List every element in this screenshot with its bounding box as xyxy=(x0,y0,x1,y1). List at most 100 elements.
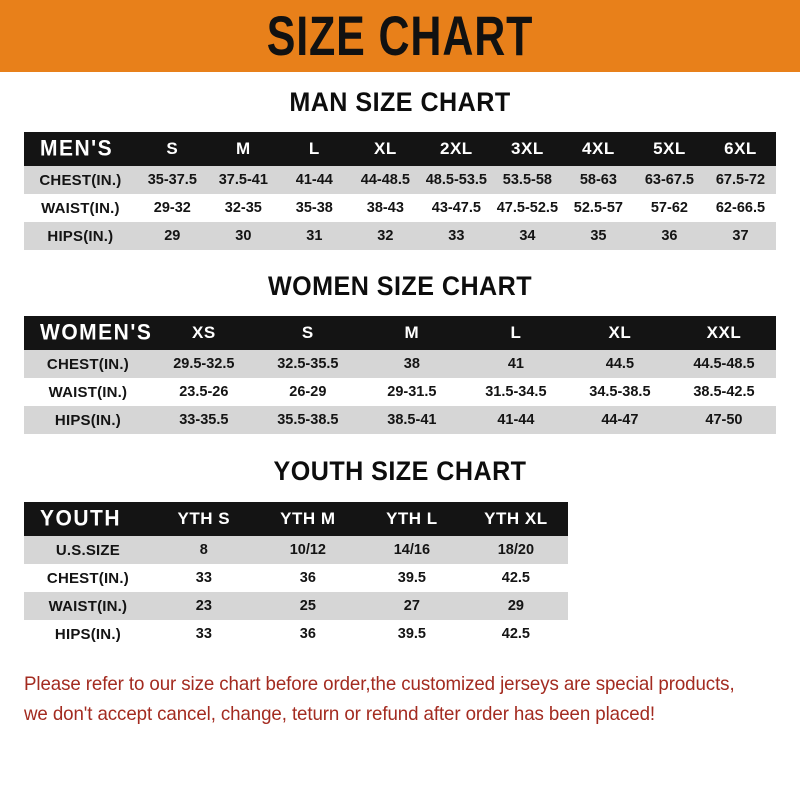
table-youth-header-spacer xyxy=(567,502,672,536)
table-women-row-label: WAIST(IN.) xyxy=(24,378,152,406)
table-cell: 35 xyxy=(562,222,634,250)
table-man-column-header: 3XL xyxy=(511,139,544,158)
table-man-column-header: 2XL xyxy=(440,139,473,158)
table-cell-spacer xyxy=(671,620,776,648)
table-cell: 47-50 xyxy=(671,406,776,434)
table-youth-row-label: HIPS(IN.) xyxy=(24,620,152,648)
table-man-row-label: WAIST(IN.) xyxy=(24,194,137,222)
table-man-column-header: M xyxy=(235,139,251,158)
table-cell: 35-37.5 xyxy=(136,166,208,194)
table-women-column-header: XXL xyxy=(706,323,742,342)
footer-note: Please refer to our size chart before or… xyxy=(0,670,800,729)
table-man-column-header: L xyxy=(308,139,320,158)
table-cell: 32 xyxy=(349,222,421,250)
table-youth-row-label: U.S.SIZE xyxy=(24,536,152,564)
table-women-row-label: HIPS(IN.) xyxy=(24,406,152,434)
table-cell: 43-47.5 xyxy=(420,194,492,222)
table-cell: 57-62 xyxy=(633,194,705,222)
table-cell: 38.5-42.5 xyxy=(671,378,776,406)
table-youth-column-header: YTH XL xyxy=(484,509,548,528)
table-cell: 23 xyxy=(151,592,256,620)
table-women-column-header: XS xyxy=(191,323,216,342)
table-row: HIPS(IN.) 33-35.5 35.5-38.5 38.5-41 41-44 44-… xyxy=(24,406,776,434)
table-cell: 27 xyxy=(359,592,464,620)
table-row: HIPS(IN.) 33 36 39.5 42.5 xyxy=(24,620,776,648)
table-man-head: MEN'S S M L XL 2XL 3XL 4XL 5XL 6XL xyxy=(24,132,776,166)
table-cell: 58-63 xyxy=(562,166,634,194)
section-title-youth: YOUTH SIZE CHART xyxy=(273,456,527,486)
table-row: CHEST(IN.) 35-37.5 37.5-41 41-44 44-48.5 48.5… xyxy=(24,166,776,194)
table-man: MEN'S S M L XL 2XL 3XL 4XL 5XL 6XL CHEST(IN.) 35-3… xyxy=(24,132,776,250)
table-cell: 38-43 xyxy=(349,194,421,222)
table-women-body: CHEST(IN.) 29.5-32.5 32.5-35.5 38 41 44.5 44.5… xyxy=(24,350,776,434)
table-cell: 47.5-52.5 xyxy=(491,194,563,222)
table-cell: 39.5 xyxy=(359,620,464,648)
table-cell: 48.5-53.5 xyxy=(420,166,492,194)
table-youth-column-header: YTH S xyxy=(177,509,231,528)
table-youth-row-label: WAIST(IN.) xyxy=(24,592,152,620)
table-cell: 14/16 xyxy=(359,536,464,564)
table-cell: 37.5-41 xyxy=(207,166,279,194)
table-women-header-row: WOMEN'S XS S M L XL XXL xyxy=(24,316,776,350)
table-cell: 33 xyxy=(151,620,256,648)
table-row: WAIST(IN.) 23 25 27 29 xyxy=(24,592,776,620)
table-row: WAIST(IN.) 29-32 32-35 35-38 38-43 43-47.5 47.… xyxy=(24,194,776,222)
footer-note-line-1: Please refer to our size chart before or… xyxy=(24,673,735,695)
table-man-header-row: MEN'S S M L XL 2XL 3XL 4XL 5XL 6XL xyxy=(24,132,776,166)
table-cell: 36 xyxy=(255,620,360,648)
table-youth-column-header: YTH M xyxy=(280,509,336,528)
table-cell-spacer xyxy=(567,620,672,648)
table-cell: 23.5-26 xyxy=(151,378,256,406)
table-cell: 41 xyxy=(463,350,568,378)
table-cell: 44.5 xyxy=(567,350,672,378)
section-title-man: MAN SIZE CHART xyxy=(289,87,511,117)
table-women-column-header: L xyxy=(510,323,522,342)
table-cell: 32-35 xyxy=(207,194,279,222)
table-women-column-header: S xyxy=(301,323,314,342)
table-man-column-header: S xyxy=(166,139,179,158)
page-title: SIZE CHART xyxy=(266,4,534,68)
table-cell: 35.5-38.5 xyxy=(255,406,360,434)
table-cell: 38 xyxy=(359,350,464,378)
table-man-row-label: CHEST(IN.) xyxy=(24,166,137,194)
table-youth-head: YOUTH YTH S YTH M YTH L YTH XL xyxy=(24,502,776,536)
table-row: U.S.SIZE 8 10/12 14/16 18/20 xyxy=(24,536,776,564)
table-cell: 29 xyxy=(136,222,208,250)
table-man-body: CHEST(IN.) 35-37.5 37.5-41 41-44 44-48.5 48.5… xyxy=(24,166,776,250)
section-man: MAN SIZE CHART MEN'S S M L XL 2XL 3XL 4XL 5XL 6XL… xyxy=(0,87,800,250)
table-cell: 8 xyxy=(151,536,256,564)
table-cell: 36 xyxy=(633,222,705,250)
table-row: CHEST(IN.) 29.5-32.5 32.5-35.5 38 41 44.5 44.5… xyxy=(24,350,776,378)
table-man-column-header: XL xyxy=(373,139,397,158)
footer-note-line-2: we don't accept cancel, change, teturn o… xyxy=(24,702,655,725)
table-cell: 52.5-57 xyxy=(562,194,634,222)
table-man-row-label: HIPS(IN.) xyxy=(24,222,137,250)
table-cell-spacer xyxy=(567,592,672,620)
table-cell: 44-47 xyxy=(567,406,672,434)
table-row: HIPS(IN.) 29 30 31 32 33 34 35 36 37 xyxy=(24,222,776,250)
table-cell-spacer xyxy=(671,564,776,592)
table-cell: 36 xyxy=(255,564,360,592)
table-cell: 29-31.5 xyxy=(359,378,464,406)
table-cell: 30 xyxy=(207,222,279,250)
table-cell: 38.5-41 xyxy=(359,406,464,434)
table-cell: 41-44 xyxy=(463,406,568,434)
table-cell: 34 xyxy=(491,222,563,250)
table-cell: 29 xyxy=(463,592,568,620)
table-cell: 42.5 xyxy=(463,564,568,592)
table-cell: 26-29 xyxy=(255,378,360,406)
table-youth-category-label: YOUTH xyxy=(40,506,121,531)
table-man-column-header: 4XL xyxy=(582,139,615,158)
table-youth-body: U.S.SIZE 8 10/12 14/16 18/20 CHEST(IN.) 33 36 39… xyxy=(24,536,776,648)
table-youth-column-header: YTH L xyxy=(386,509,438,528)
table-youth: YOUTH YTH S YTH M YTH L YTH XL U.S.SIZE 8 10/1… xyxy=(24,502,776,648)
table-cell: 32.5-35.5 xyxy=(255,350,360,378)
table-cell: 34.5-38.5 xyxy=(567,378,672,406)
table-row: CHEST(IN.) 33 36 39.5 42.5 xyxy=(24,564,776,592)
table-cell: 67.5-72 xyxy=(704,166,776,194)
table-cell: 42.5 xyxy=(463,620,568,648)
table-cell: 29.5-32.5 xyxy=(151,350,256,378)
table-cell: 41-44 xyxy=(278,166,350,194)
table-cell: 62-66.5 xyxy=(704,194,776,222)
